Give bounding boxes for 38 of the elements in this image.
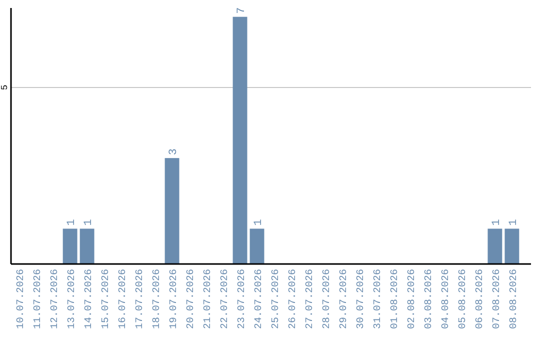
data-label: 1 (490, 218, 503, 226)
data-label: 1 (508, 218, 520, 226)
x-tick-label: 11.07.2026 (33, 269, 44, 330)
x-tick-label: 10.07.2026 (16, 269, 28, 330)
x-tick-label: 07.08.2026 (492, 269, 503, 330)
x-tick-label: 03.08.2026 (424, 269, 435, 330)
y-tick-label: 5 (0, 84, 10, 90)
x-tick-label: 26.07.2026 (288, 269, 299, 330)
x-tick-label: 20.07.2026 (186, 269, 198, 330)
data-label: 1 (253, 218, 266, 226)
x-tick-label: 23.07.2026 (237, 269, 248, 330)
x-tick-label: 22.07.2026 (220, 269, 232, 330)
x-tick-label: 01.08.2026 (390, 269, 401, 330)
x-tick-label: 14.07.2026 (84, 269, 96, 330)
x-tick-label: 13.07.2026 (67, 269, 78, 330)
x-tick-label: 30.07.2026 (356, 269, 367, 330)
x-tick-label: 04.08.2026 (440, 269, 452, 330)
x-tick-label: 27.07.2026 (304, 269, 316, 330)
x-tick-label: 29.07.2026 (338, 269, 350, 330)
x-tick-label: 05.08.2026 (458, 269, 469, 330)
x-tick-label: 21.07.2026 (203, 269, 214, 330)
x-tick-label: 24.07.2026 (254, 269, 266, 330)
x-tick-label: 12.07.2026 (50, 269, 62, 330)
data-label: 1 (83, 218, 96, 226)
x-tick-label: 28.07.2026 (322, 269, 333, 330)
x-tick-label: 15.07.2026 (101, 269, 112, 330)
data-label: 1 (66, 218, 78, 226)
x-tick-label: 25.07.2026 (270, 269, 282, 330)
x-tick-label: 18.07.2026 (152, 269, 164, 330)
x-tick-label: 17.07.2026 (135, 269, 146, 330)
x-tick-label: 16.07.2026 (118, 269, 130, 330)
x-tick-label: 06.08.2026 (474, 269, 486, 330)
x-tick-label: 02.08.2026 (406, 269, 418, 330)
data-label: 3 (168, 148, 180, 156)
data-label: 7 (236, 7, 248, 14)
x-tick-label: 08.08.2026 (508, 269, 520, 330)
x-tick-label: 31.07.2026 (372, 269, 384, 330)
x-tick-label: 19.07.2026 (169, 269, 180, 330)
